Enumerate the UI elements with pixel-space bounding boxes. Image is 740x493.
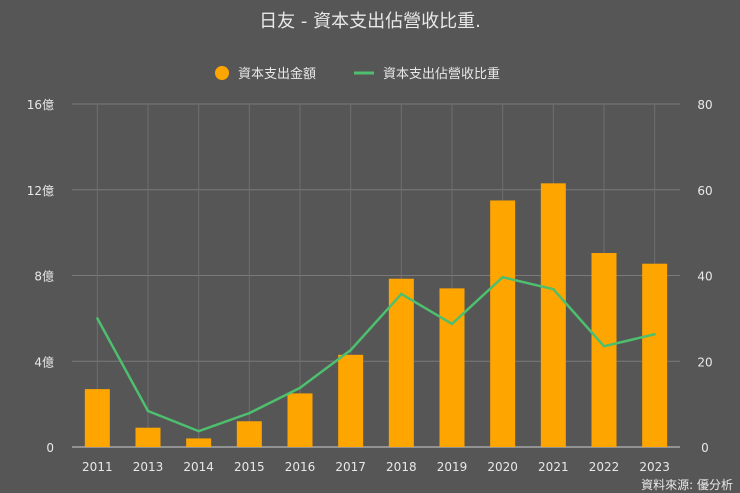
line-point xyxy=(197,429,200,433)
x-tick-label: 2023 xyxy=(639,460,670,474)
left-tick-label: 0 xyxy=(46,441,54,455)
bar xyxy=(540,183,566,447)
bar xyxy=(388,278,414,447)
right-tick-label: 80 xyxy=(697,98,712,112)
chart-title: 日友 - 資本支出佔營收比重. xyxy=(259,11,481,32)
x-tick-label: 2017 xyxy=(335,460,366,474)
x-tick-label: 2014 xyxy=(183,460,214,474)
left-tick-label: 16億 xyxy=(27,98,54,112)
grid xyxy=(72,103,680,448)
x-tick-label: 2018 xyxy=(386,460,417,474)
bar xyxy=(135,427,161,447)
line-point xyxy=(450,322,454,326)
x-tick-label: 2020 xyxy=(487,460,518,474)
line-point xyxy=(349,348,352,352)
right-tick-label: 60 xyxy=(697,184,712,198)
left-tick-label: 4億 xyxy=(34,355,54,369)
x-tick-label: 2016 xyxy=(285,460,316,474)
bar xyxy=(186,438,212,447)
legend-bar-label: 資本支出金額 xyxy=(238,66,316,82)
x-tick-label: 2011 xyxy=(82,460,113,474)
bar xyxy=(439,288,465,447)
right-tick-label: 20 xyxy=(697,355,712,369)
x-tick-label: 2021 xyxy=(538,460,569,474)
line-series xyxy=(96,275,656,433)
line-path xyxy=(96,275,655,433)
line-point xyxy=(501,276,504,279)
line-point xyxy=(96,317,99,320)
line-point xyxy=(602,345,606,348)
x-tick-label: 2022 xyxy=(589,460,620,474)
line-point xyxy=(552,288,555,291)
line-point xyxy=(146,409,150,413)
x-tick-label: 2015 xyxy=(234,460,265,474)
bar xyxy=(642,263,668,447)
bar xyxy=(84,389,110,447)
source-note: 資料來源: 優分析 xyxy=(641,478,733,492)
x-tick-label: 2013 xyxy=(133,460,164,474)
axes: 0 4億 8億 12億 16億 0 20 40 60 80 2011 2013 2014 2015 2016… xyxy=(27,98,713,474)
bar xyxy=(287,393,313,447)
bars xyxy=(84,183,668,447)
bar xyxy=(338,354,364,447)
legend: 資本支出金額 資本支出佔營收比重 xyxy=(215,66,500,82)
line-point xyxy=(298,386,302,390)
x-tick-label: 2019 xyxy=(437,460,468,474)
bar xyxy=(591,252,617,447)
line-point xyxy=(653,333,656,336)
legend-line-label: 資本支出佔營收比重 xyxy=(383,66,500,82)
bar xyxy=(490,200,516,447)
legend-bar-marker xyxy=(215,66,229,80)
left-tick-label: 12億 xyxy=(27,184,54,198)
left-tick-label: 8億 xyxy=(34,270,54,284)
line-point xyxy=(400,292,403,296)
right-tick-label: 0 xyxy=(701,441,709,455)
line-point xyxy=(248,411,251,415)
bar xyxy=(236,421,262,447)
right-tick-label: 40 xyxy=(697,270,712,284)
